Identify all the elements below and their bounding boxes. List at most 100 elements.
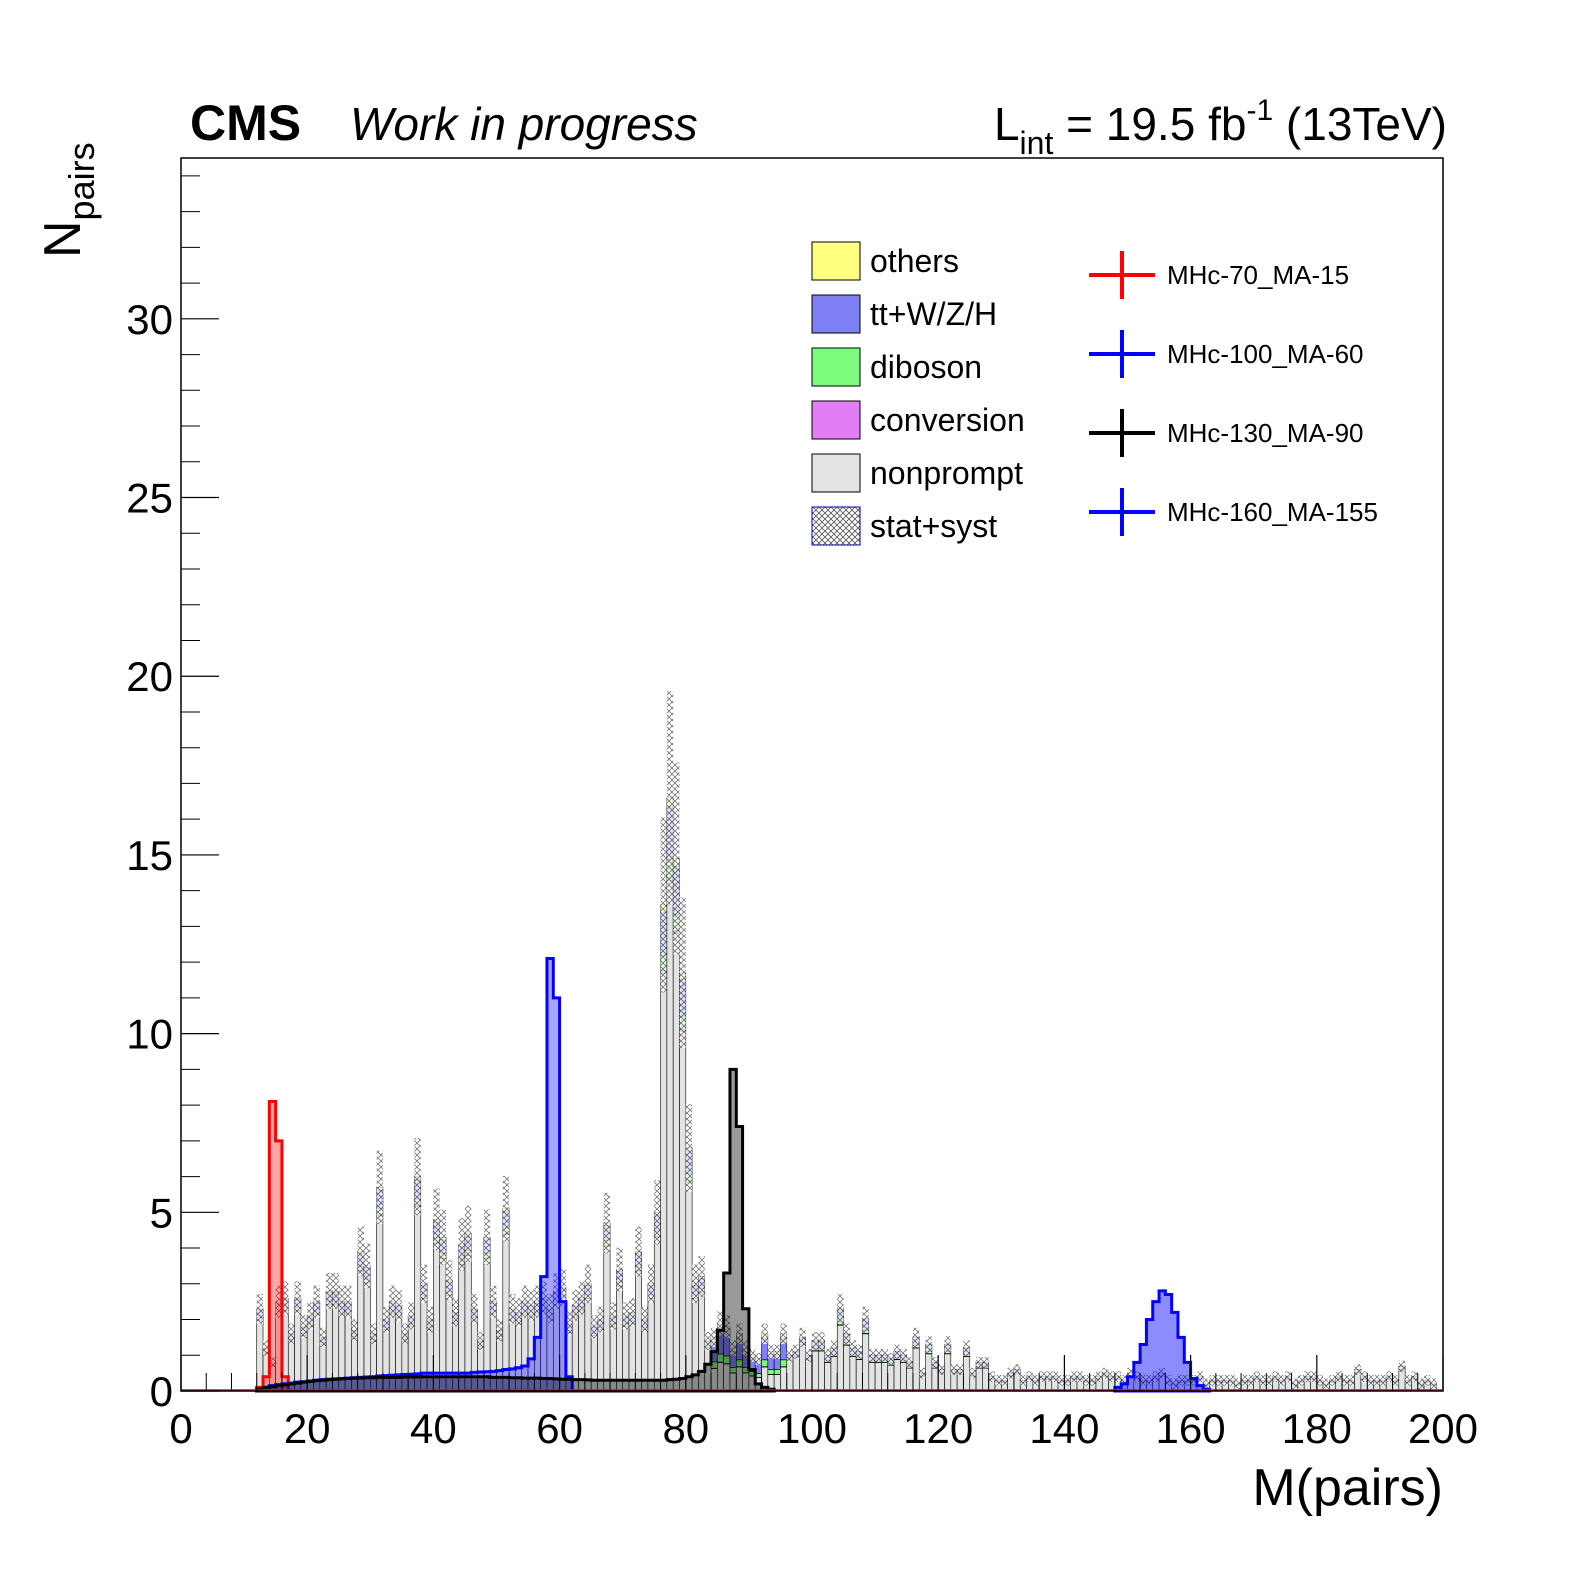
bar-nonprompt (1101, 1376, 1109, 1392)
bar-uncertainty (812, 1331, 819, 1350)
bar-uncertainty (679, 897, 686, 1049)
bar-uncertainty (521, 1285, 529, 1318)
bar-nonprompt (818, 1350, 825, 1392)
bar-uncertainty (799, 1327, 806, 1348)
bar-uncertainty (1108, 1371, 1115, 1383)
bar-uncertainty (363, 1243, 371, 1289)
bar-uncertainty (1203, 1378, 1210, 1390)
lumi-sub: int (1020, 125, 1054, 161)
y-axis-label: Npairs (34, 142, 102, 258)
bar-uncertainty (578, 1281, 585, 1315)
bar-nonprompt (937, 1373, 945, 1392)
bar-uncertainty (326, 1272, 333, 1309)
bar-uncertainty (1222, 1374, 1229, 1386)
bar-uncertainty (988, 1371, 995, 1383)
bar-uncertainty (1278, 1374, 1286, 1386)
bar-uncertainty (528, 1289, 535, 1321)
bar-nonprompt (975, 1367, 983, 1392)
bar-uncertainty (509, 1294, 516, 1324)
bar-diboson (780, 1359, 788, 1367)
bar-nonprompt (584, 1298, 592, 1392)
bar-uncertainty (1032, 1374, 1040, 1386)
bar-nonprompt (1398, 1370, 1406, 1392)
bar-uncertainty (319, 1327, 327, 1348)
bar-nonprompt (887, 1364, 895, 1392)
bar-uncertainty (269, 1357, 276, 1368)
bar-nonprompt (414, 1206, 422, 1392)
bar-uncertainty (439, 1209, 447, 1265)
bar-uncertainty (950, 1364, 958, 1375)
bar-uncertainty (338, 1285, 346, 1318)
bar-nonprompt (786, 1359, 794, 1392)
bar-uncertainty (616, 1247, 623, 1292)
lumi-energy: (13TeV) (1273, 98, 1447, 150)
bar-uncertainty (786, 1348, 794, 1362)
bar-uncertainty (780, 1323, 787, 1345)
bar-uncertainty (1411, 1371, 1418, 1383)
bar-uncertainty (1260, 1374, 1267, 1386)
bar-nonprompt (672, 932, 680, 1392)
bar-nonprompt (950, 1373, 958, 1392)
legend-swatch (811, 453, 861, 493)
bar-uncertainty (774, 1344, 781, 1359)
bar-uncertainty (711, 1327, 718, 1348)
bar-uncertainty (1146, 1374, 1153, 1386)
bar-nonprompt (653, 1237, 661, 1392)
bar-uncertainty (994, 1374, 1002, 1386)
bar-uncertainty (629, 1298, 636, 1327)
bar-uncertainty (427, 1306, 434, 1333)
bar-uncertainty (1196, 1371, 1204, 1383)
bar-uncertainty (969, 1367, 977, 1379)
bar-uncertainty (641, 1306, 648, 1333)
bar-uncertainty (1304, 1371, 1311, 1383)
bar-uncertainty (307, 1302, 314, 1330)
y-axis-label-sub: pairs (61, 142, 102, 220)
bar-uncertainty (1127, 1367, 1134, 1379)
bar-uncertainty (875, 1348, 882, 1362)
bar-uncertainty (1064, 1374, 1071, 1386)
bar-uncertainty (1089, 1374, 1096, 1386)
bar-nonprompt (855, 1359, 863, 1392)
bar-uncertainty (471, 1294, 478, 1324)
bar-uncertainty (887, 1353, 895, 1365)
bar-nonprompt (357, 1270, 365, 1392)
legend-signal-label: MHc-130_MA-90 (1167, 418, 1364, 448)
axis-ticks: 0 20 40 60 80 100 120 140 160 180 200 0 5 10 15 20 25 30 (126, 175, 1478, 1452)
bar-uncertainty (565, 1310, 573, 1336)
bar-nonprompt (836, 1324, 844, 1392)
bar-uncertainty (1424, 1374, 1431, 1386)
x-tick-label: 80 (662, 1405, 709, 1452)
bar-uncertainty (635, 1226, 642, 1277)
bar-uncertainty (256, 1294, 264, 1324)
background-stack (256, 690, 1437, 1392)
y-tick-label: 25 (126, 475, 173, 522)
bar-uncertainty (894, 1344, 901, 1359)
bar-uncertainty (540, 1281, 547, 1315)
bar-nonprompt (647, 1298, 655, 1392)
bar-uncertainty (603, 1192, 611, 1254)
bar-uncertainty (1133, 1371, 1141, 1383)
bar-uncertainty (805, 1348, 812, 1362)
x-tick-label: 180 (1282, 1405, 1352, 1452)
bar-uncertainty (1228, 1374, 1235, 1386)
lumi-value: = 19.5 fb (1053, 98, 1246, 150)
bar-uncertainty (553, 1272, 560, 1309)
bar-nonprompt (616, 1286, 624, 1392)
x-tick-label: 20 (284, 1405, 331, 1452)
x-axis-label: M(pairs) (1252, 1459, 1443, 1517)
bar-nonprompt (666, 880, 674, 1392)
bar-uncertainty (408, 1302, 415, 1330)
bar-uncertainty (868, 1348, 876, 1362)
y-axis-label-main: N (34, 220, 92, 258)
x-tick-label: 140 (1029, 1405, 1099, 1452)
bar-nonprompt (363, 1283, 371, 1392)
bar-uncertainty (1360, 1371, 1368, 1383)
bar-nonprompt (433, 1243, 441, 1392)
bar-uncertainty (824, 1348, 831, 1362)
bar-uncertainty (692, 1264, 699, 1304)
bar-uncertainty (1083, 1374, 1090, 1386)
x-tick-label: 200 (1408, 1405, 1478, 1452)
bar-nonprompt (824, 1362, 832, 1392)
bar-uncertainty (281, 1281, 289, 1315)
bar-uncertainty (1171, 1378, 1178, 1390)
